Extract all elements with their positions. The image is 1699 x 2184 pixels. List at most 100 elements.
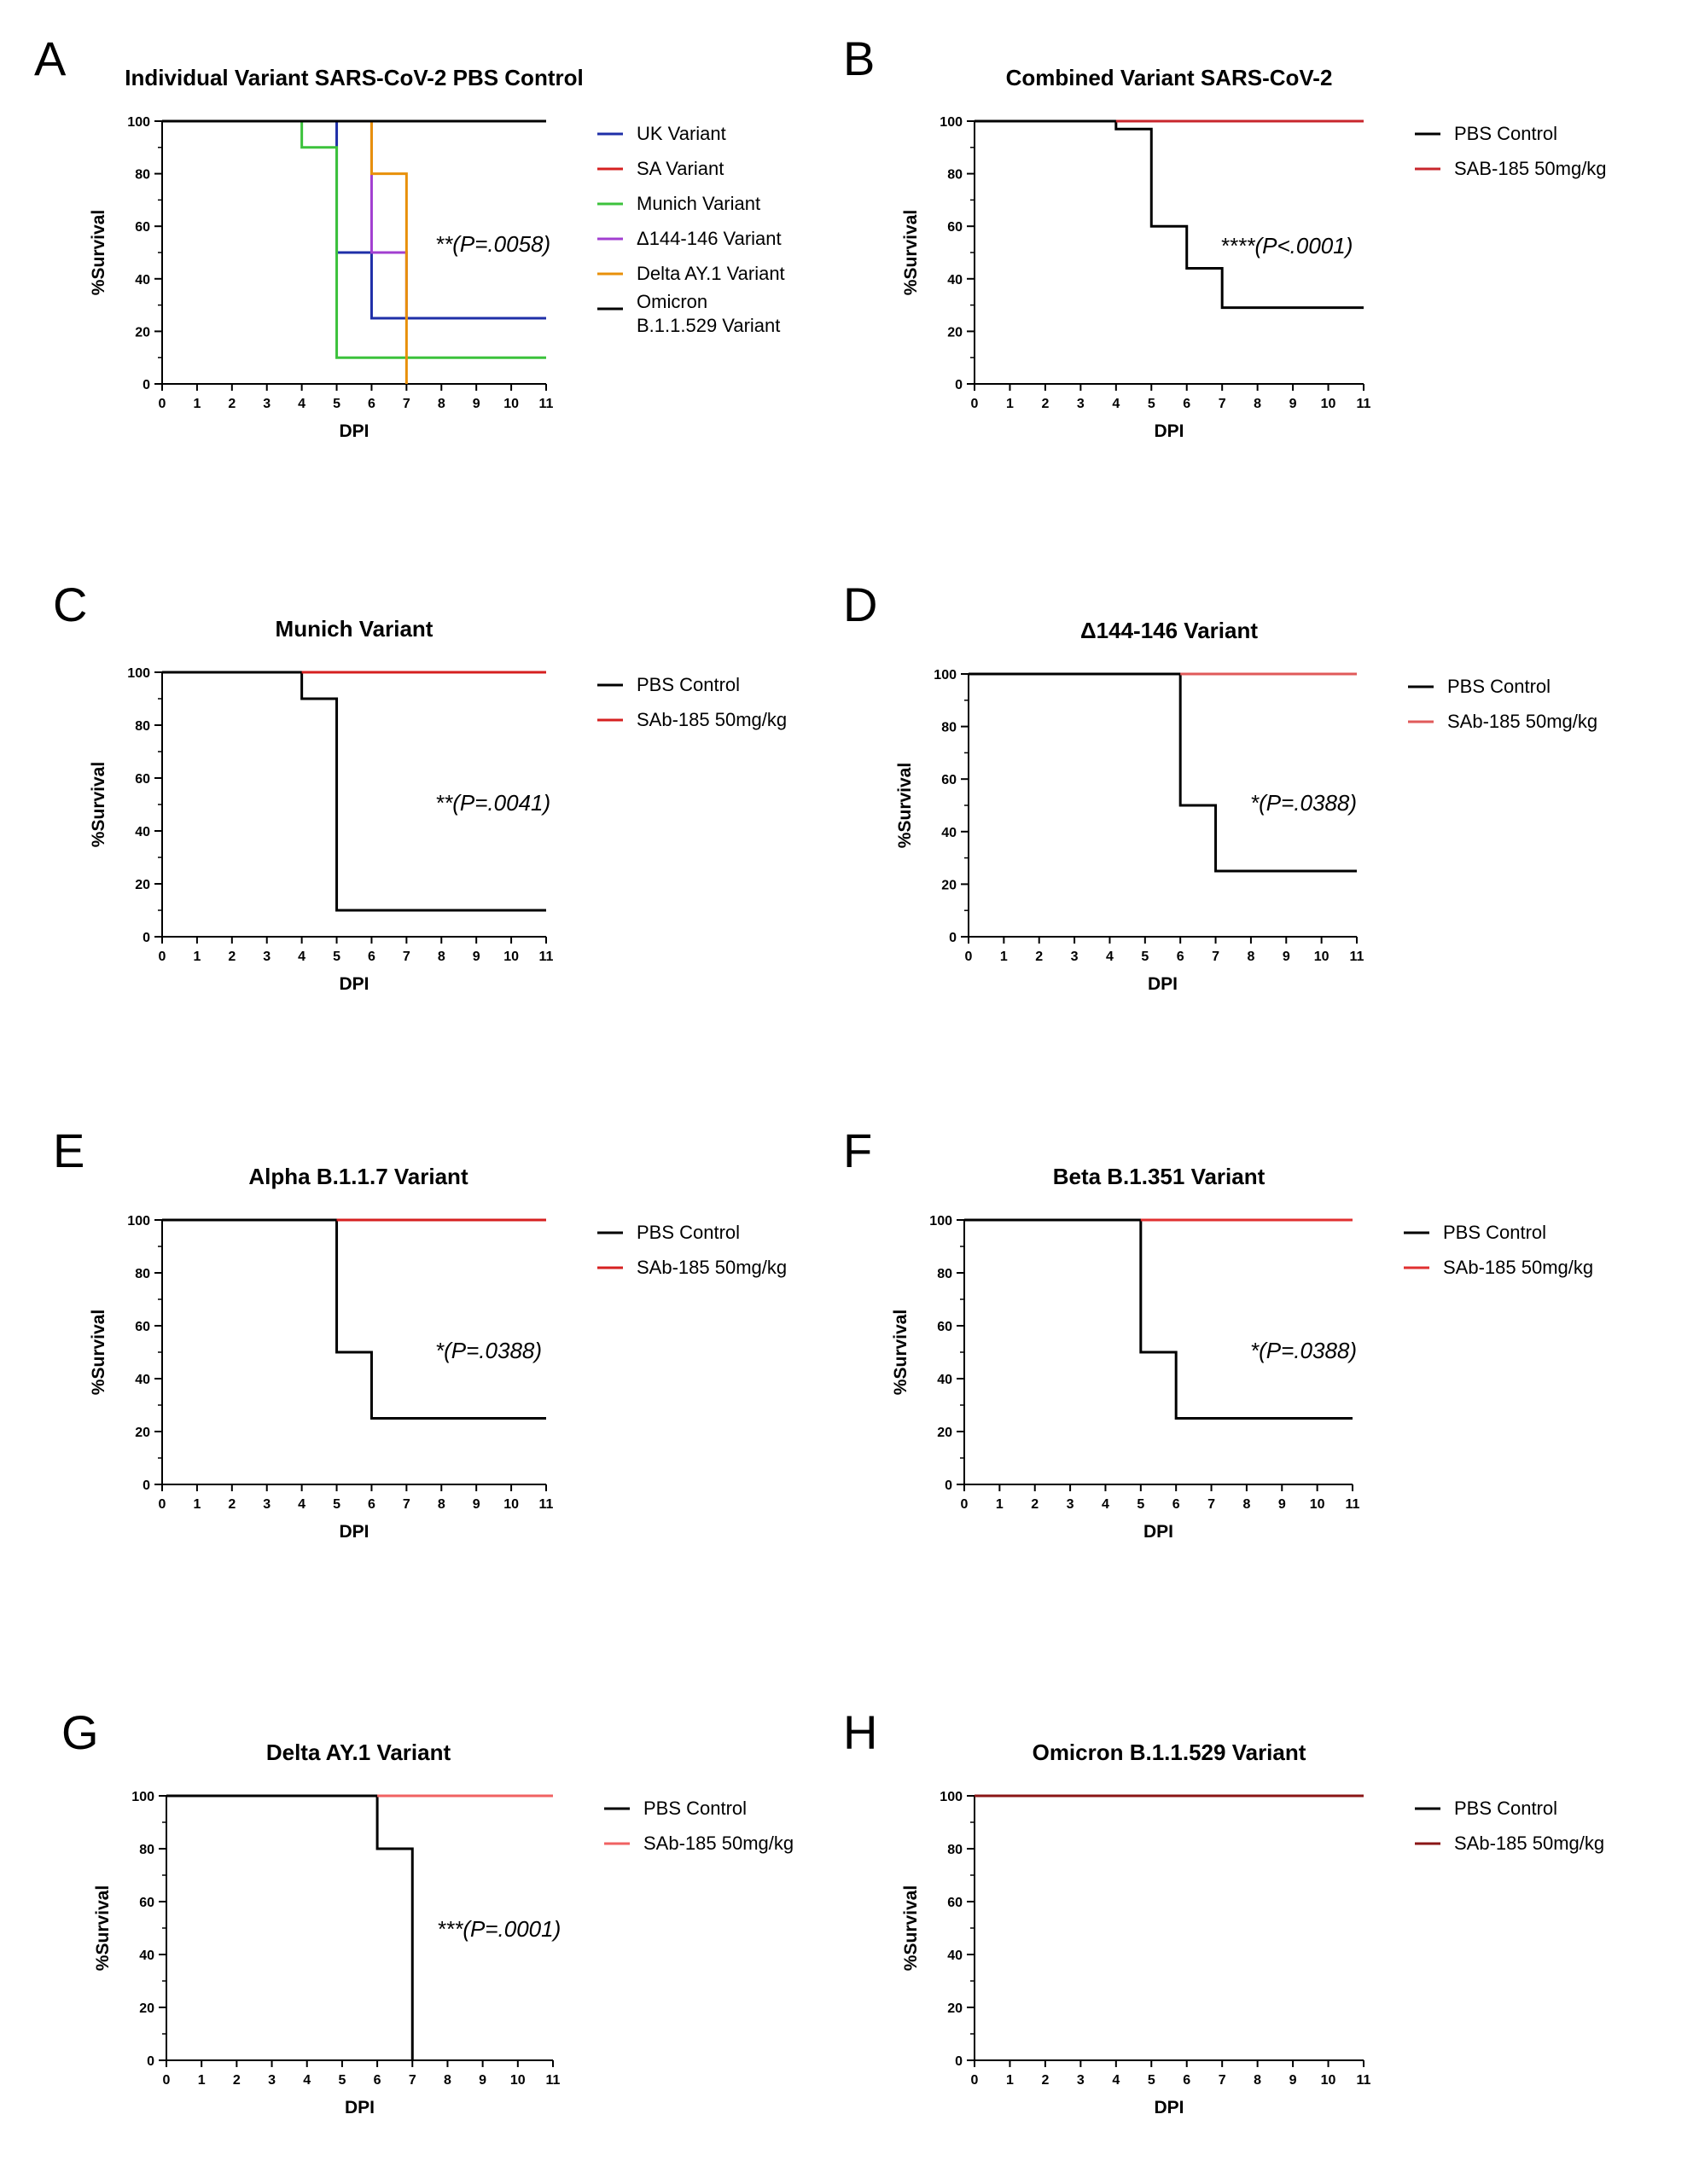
chart-title: Omicron B.1.1.529 Variant xyxy=(1033,1740,1306,1765)
x-tick-label: 9 xyxy=(1283,950,1290,964)
x-tick-label: 1 xyxy=(1006,397,1014,411)
x-tick-label: 10 xyxy=(503,950,519,964)
x-tick-label: 9 xyxy=(473,1497,480,1512)
panel-h: H Omicron B.1.1.529 Variant 0 20 40 60 80 100 0 1… xyxy=(843,1705,1604,2117)
chart-title: Combined Variant SARS-CoV-2 xyxy=(1006,65,1333,90)
y-tick-label: 80 xyxy=(937,1267,952,1281)
legend-label: Munich Variant xyxy=(637,193,760,214)
y-tick-label: 60 xyxy=(937,1320,952,1334)
x-tick-label: 4 xyxy=(303,2073,311,2088)
y-tick-label: 100 xyxy=(934,668,957,682)
x-tick-label: 6 xyxy=(374,2073,381,2088)
series-line-0 xyxy=(162,671,546,912)
x-tick-label: 11 xyxy=(539,397,554,411)
x-tick-label: 6 xyxy=(1177,950,1184,964)
panel-a: A Individual Variant SARS-CoV-2 PBS Contr… xyxy=(34,32,785,441)
panel-f: F Beta B.1.351 Variant 0 20 40 60 80 100 0 1 2 3 4 5 6… xyxy=(843,1124,1593,1542)
x-tick-label: 1 xyxy=(996,1497,1004,1512)
y-tick-label: 80 xyxy=(947,1843,963,1857)
panel-letter: E xyxy=(53,1124,84,1177)
x-tick-label: 5 xyxy=(333,950,340,964)
y-tick-label: 0 xyxy=(945,1478,952,1493)
x-tick-label: 10 xyxy=(1321,2073,1336,2088)
x-tick-label: 8 xyxy=(1254,2073,1261,2088)
x-tick-label: 9 xyxy=(1289,2073,1297,2088)
x-tick-label: 7 xyxy=(1207,1497,1215,1512)
x-tick-label: 6 xyxy=(1183,397,1190,411)
y-tick-label: 80 xyxy=(947,168,963,183)
y-tick-label: 100 xyxy=(929,1214,952,1228)
y-axis-label: %Survival xyxy=(89,762,108,847)
x-axis-label: DPI xyxy=(339,421,369,441)
panel-letter: G xyxy=(61,1705,99,1759)
x-tick-label: 2 xyxy=(1041,2073,1049,2088)
panel-letter: C xyxy=(53,578,87,631)
x-tick-label: 10 xyxy=(1314,950,1330,964)
x-tick-label: 8 xyxy=(438,1497,445,1512)
y-tick-label: 40 xyxy=(941,826,957,840)
panel-c: C Munich Variant 0 20 40 60 80 100 0 1 2 3 4 5 6 7 8 9 10 1… xyxy=(53,578,787,994)
y-tick-label: 80 xyxy=(135,719,150,734)
x-axis-label: DPI xyxy=(339,974,369,994)
x-tick-label: 1 xyxy=(193,397,201,411)
x-tick-label: 4 xyxy=(1112,397,1120,411)
x-tick-label: 7 xyxy=(409,2073,416,2088)
y-tick-label: 60 xyxy=(135,220,150,235)
x-tick-label: 11 xyxy=(1357,397,1371,411)
x-axis-label: DPI xyxy=(1154,421,1184,441)
chart-title: Beta B.1.351 Variant xyxy=(1053,1164,1266,1189)
y-axis-label: %Survival xyxy=(901,1885,921,1971)
chart-title: Munich Variant xyxy=(276,616,433,642)
y-axis-label: %Survival xyxy=(93,1885,113,1971)
chart-title: Delta AY.1 Variant xyxy=(266,1740,451,1765)
y-tick-label: 80 xyxy=(135,168,150,183)
x-axis-label: DPI xyxy=(1154,2098,1184,2117)
p-value-annotation: *(P=.0388) xyxy=(1250,790,1357,816)
series-line-0 xyxy=(969,672,1357,873)
x-tick-label: 4 xyxy=(1106,950,1114,964)
y-axis-label: %Survival xyxy=(891,1310,911,1395)
x-tick-label: 2 xyxy=(1031,1497,1039,1512)
x-tick-label: 1 xyxy=(198,2073,206,2088)
x-tick-label: 11 xyxy=(546,2073,561,2088)
legend-label: SAb-185 50mg/kg xyxy=(1447,711,1597,732)
legend-label: PBS Control xyxy=(1447,676,1551,697)
y-tick-label: 60 xyxy=(947,220,963,235)
x-tick-label: 11 xyxy=(1346,1497,1360,1512)
x-tick-label: 6 xyxy=(368,1497,375,1512)
x-tick-label: 7 xyxy=(403,1497,410,1512)
x-tick-label: 0 xyxy=(971,2073,979,2088)
y-axis-label: %Survival xyxy=(895,763,915,848)
x-tick-label: 5 xyxy=(338,2073,346,2088)
x-tick-label: 10 xyxy=(1310,1497,1325,1512)
chart-title: Alpha B.1.1.7 Variant xyxy=(248,1164,468,1189)
legend-label: SAb-185 50mg/kg xyxy=(1454,1833,1604,1854)
y-tick-label: 40 xyxy=(947,273,963,288)
y-tick-label: 0 xyxy=(147,2054,154,2069)
y-axis-label: %Survival xyxy=(89,210,108,295)
y-tick-label: 80 xyxy=(135,1267,150,1281)
panel-e: E Alpha B.1.1.7 Variant 0 20 40 60 80 100 0 1 2 3 4 5… xyxy=(53,1124,787,1542)
x-tick-label: 1 xyxy=(1000,950,1008,964)
x-tick-label: 11 xyxy=(1350,950,1364,964)
y-tick-label: 40 xyxy=(135,273,150,288)
x-tick-label: 0 xyxy=(159,1497,166,1512)
y-tick-label: 20 xyxy=(947,2001,963,2016)
y-tick-label: 100 xyxy=(127,115,150,130)
series-line-0 xyxy=(964,1218,1353,1420)
y-tick-label: 20 xyxy=(941,878,957,892)
x-axis-label: DPI xyxy=(1148,974,1178,994)
x-tick-label: 9 xyxy=(1289,397,1297,411)
series-line-0 xyxy=(162,119,546,320)
x-tick-label: 0 xyxy=(961,1497,969,1512)
x-tick-label: 2 xyxy=(1041,397,1049,411)
y-tick-label: 40 xyxy=(937,1373,952,1387)
x-tick-label: 5 xyxy=(333,1497,340,1512)
x-tick-label: 3 xyxy=(268,2073,276,2088)
x-tick-label: 5 xyxy=(1148,2073,1155,2088)
y-tick-label: 20 xyxy=(937,1426,952,1440)
x-tick-label: 3 xyxy=(1077,2073,1085,2088)
x-tick-label: 6 xyxy=(368,397,375,411)
x-tick-label: 5 xyxy=(1141,950,1149,964)
